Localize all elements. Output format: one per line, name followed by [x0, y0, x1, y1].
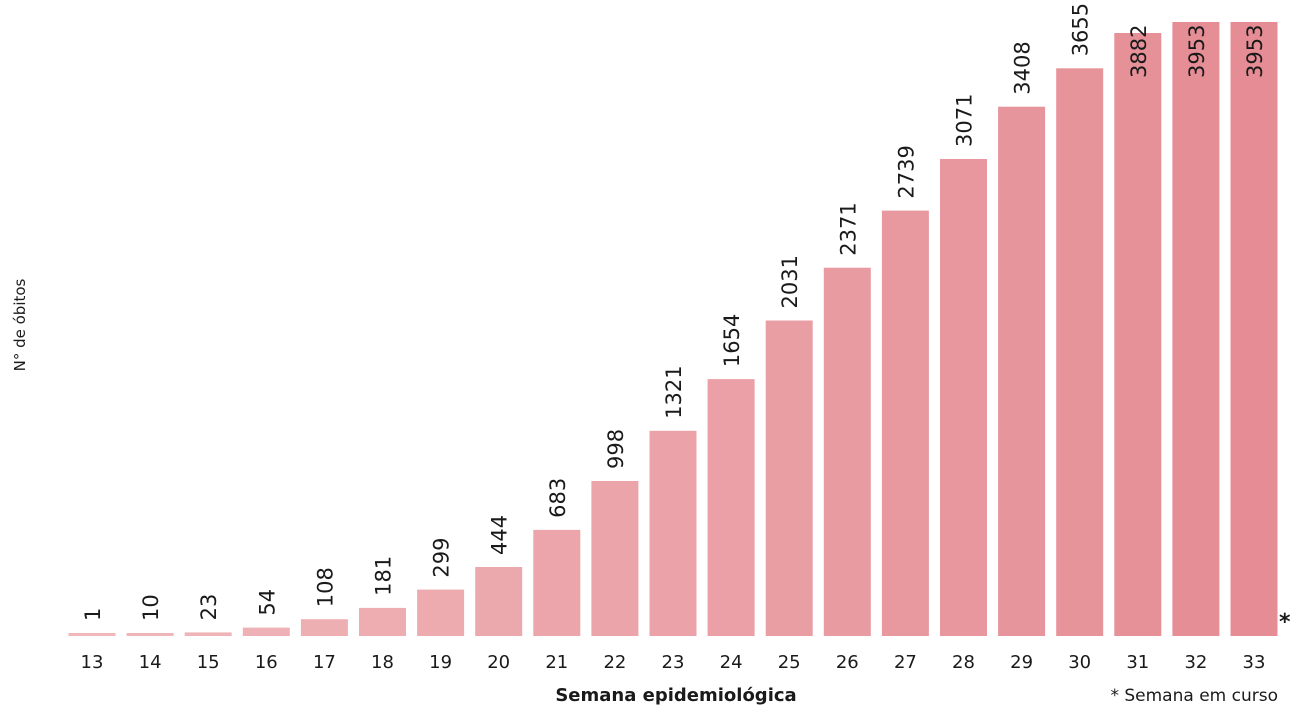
x-tick-label-15: 15 — [197, 652, 220, 673]
footnote: * Semana em curso — [1110, 686, 1278, 706]
bar-week-22 — [591, 481, 639, 636]
value-label-week-21: 683 — [546, 478, 570, 518]
value-label-week-18: 181 — [372, 556, 396, 596]
x-tick-label-33: 33 — [1243, 652, 1266, 673]
value-label-week-14: 10 — [139, 594, 163, 621]
bar-week-18 — [359, 607, 406, 636]
bar-week-30 — [1056, 68, 1104, 637]
x-tick-label-27: 27 — [894, 652, 917, 673]
value-label-week-13: 1 — [81, 608, 105, 621]
bar-week-28 — [940, 159, 987, 636]
x-tick-label-32: 32 — [1184, 652, 1207, 673]
x-axis-label: Semana epidemiológica — [555, 685, 797, 706]
bar-week-32 — [1172, 22, 1220, 636]
value-label-week-25: 2031 — [778, 255, 802, 308]
bar-week-26 — [823, 267, 871, 636]
x-tick-label-19: 19 — [429, 652, 452, 673]
value-label-week-17: 108 — [313, 567, 337, 607]
value-label-week-16: 54 — [255, 589, 279, 616]
bar-week-20 — [475, 567, 523, 636]
x-tick-label-31: 31 — [1126, 652, 1149, 673]
x-tick-label-23: 23 — [662, 652, 685, 673]
x-tick-label-14: 14 — [139, 652, 162, 673]
bar-week-24 — [707, 379, 755, 636]
x-tick-label-25: 25 — [778, 652, 801, 673]
value-label-week-22: 998 — [604, 429, 628, 469]
bar-week-31 — [1114, 33, 1162, 636]
x-tick-label-18: 18 — [371, 652, 394, 673]
x-tick-label-22: 22 — [603, 652, 626, 673]
value-label-week-32: 3953 — [1185, 25, 1209, 78]
x-tick-label-21: 21 — [545, 652, 568, 673]
x-tick-label-17: 17 — [313, 652, 336, 673]
current-week-marker: * — [1279, 610, 1290, 635]
bar-week-16 — [242, 627, 290, 636]
bar-week-19 — [417, 589, 465, 636]
bar-week-29 — [998, 106, 1046, 636]
value-label-week-26: 2371 — [836, 202, 860, 255]
value-label-week-29: 3408 — [1011, 41, 1035, 94]
bar-week-13 — [68, 633, 116, 636]
value-label-week-27: 2739 — [894, 145, 918, 198]
value-label-week-20: 444 — [488, 515, 512, 555]
value-label-week-24: 1654 — [720, 314, 744, 367]
value-label-week-19: 299 — [430, 538, 454, 578]
x-tick-label-20: 20 — [487, 652, 510, 673]
bar-week-33 — [1230, 22, 1278, 636]
bar-week-17 — [300, 619, 348, 636]
y-axis-label: N° de óbitos — [11, 278, 29, 372]
value-label-week-31: 3882 — [1127, 25, 1151, 78]
x-tick-label-16: 16 — [255, 652, 278, 673]
x-tick-label-28: 28 — [952, 652, 975, 673]
value-label-week-33: 3953 — [1243, 25, 1267, 78]
value-label-week-28: 3071 — [953, 94, 977, 147]
x-tick-label-30: 30 — [1068, 652, 1091, 673]
value-label-week-15: 23 — [197, 594, 221, 621]
bar-week-25 — [765, 320, 813, 636]
bar-week-14 — [126, 633, 174, 636]
bar-week-23 — [649, 430, 697, 636]
bar-week-27 — [881, 210, 929, 636]
bar-week-15 — [184, 632, 232, 636]
value-label-week-30: 3655 — [1069, 3, 1093, 56]
x-tick-label-26: 26 — [836, 652, 859, 673]
x-tick-label-29: 29 — [1010, 652, 1033, 673]
x-tick-label-13: 13 — [81, 652, 104, 673]
value-label-week-23: 1321 — [662, 365, 686, 418]
x-tick-label-24: 24 — [720, 652, 743, 673]
bar-week-21 — [533, 529, 581, 636]
